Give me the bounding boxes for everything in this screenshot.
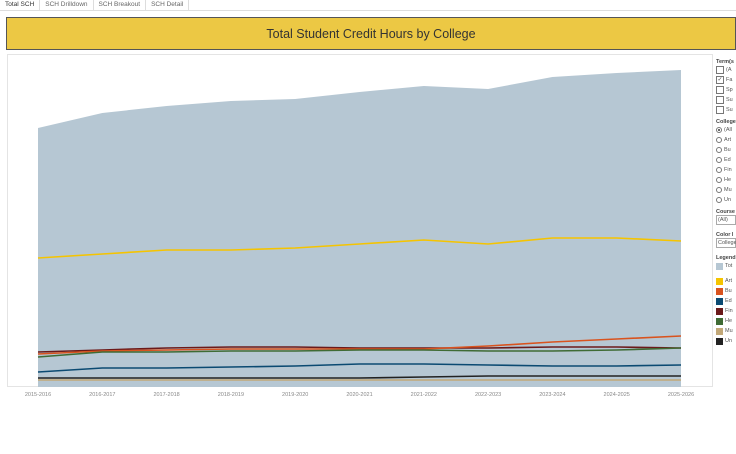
line-series-un[interactable]	[38, 375, 681, 379]
radio-button[interactable]	[716, 187, 722, 193]
checkbox[interactable]	[716, 66, 724, 74]
college-option[interactable]: (All	[716, 125, 736, 135]
legend-item[interactable]: He	[716, 316, 736, 326]
college-option[interactable]: He	[716, 175, 736, 185]
college-option-label: Fin	[724, 167, 732, 173]
checkbox[interactable]	[716, 96, 724, 104]
term-option[interactable]: Su	[716, 95, 736, 105]
checkbox[interactable]	[716, 86, 724, 94]
dashboard-tabs: Total SCH SCH Drilldown SCH Breakout SCH…	[0, 0, 736, 11]
college-option-label: Un	[724, 197, 732, 203]
legend-item-label: Ed	[725, 298, 732, 304]
term-option-label: Su	[726, 97, 733, 103]
legend-item[interactable]: Bu	[716, 286, 736, 296]
college-option-label: (All	[724, 127, 732, 133]
x-tick-label: 2022-2023	[475, 392, 501, 398]
x-tick-label: 2016-2017	[89, 392, 115, 398]
checkbox[interactable]: ✓	[716, 76, 724, 84]
x-tick-label: 2020-2021	[346, 392, 372, 398]
legend-item[interactable]: Tot	[716, 261, 736, 271]
legend-item-label: Fin	[725, 308, 733, 314]
legend-swatch	[716, 327, 723, 335]
line-series-he[interactable]	[37, 347, 682, 358]
legend-item-label: Mu	[725, 328, 733, 334]
x-tick-label: 2021-2022	[411, 392, 437, 398]
page-title: Total Student Credit Hours by College	[6, 17, 736, 50]
legend-swatch	[716, 317, 723, 325]
legend-swatch	[716, 337, 723, 345]
legend-item[interactable]: Art	[716, 276, 736, 286]
radio-button[interactable]	[716, 177, 722, 183]
course-filter-label: Course	[716, 209, 735, 215]
x-tick-label: 2023-2024	[539, 392, 565, 398]
radio-button[interactable]	[716, 127, 722, 133]
color-select[interactable]: College	[716, 238, 736, 248]
college-option-label: Bu	[724, 147, 731, 153]
term-option-label: Fa	[726, 77, 733, 83]
legend-item-label: Art	[725, 278, 733, 284]
line-series-fin[interactable]	[37, 346, 682, 353]
area-series-tot[interactable]	[38, 70, 681, 387]
legend-swatch	[716, 297, 723, 305]
legend-swatch	[716, 287, 723, 295]
tab-total-sch[interactable]: Total SCH	[0, 0, 41, 10]
term-option[interactable]: (A	[716, 65, 736, 75]
chart: 2015-2016 2016-2017 2017-2018 2018-2019 2019…	[25, 70, 694, 398]
college-option[interactable]: Ed	[716, 155, 736, 165]
college-filter-label: College	[716, 119, 736, 125]
filter-panel: Term(s (A ✓ Fa Sp Su Su College (All Art Bu Ed Fi…	[716, 55, 736, 346]
college-option[interactable]: Bu	[716, 145, 736, 155]
x-tick-label: 2017-2018	[153, 392, 179, 398]
legend-item[interactable]: Ed	[716, 296, 736, 306]
term-option-label: (A	[726, 67, 732, 73]
radio-button[interactable]	[716, 157, 722, 163]
line-series-art[interactable]	[37, 237, 682, 259]
tab-sch-breakout[interactable]: SCH Breakout	[94, 0, 147, 10]
legend-item[interactable]: Mu	[716, 326, 736, 336]
college-option[interactable]: Un	[716, 195, 736, 205]
term-option[interactable]: ✓ Fa	[716, 75, 736, 85]
x-tick-label: 2019-2020	[282, 392, 308, 398]
line-series-bu[interactable]	[37, 335, 682, 355]
tab-sch-drilldown[interactable]: SCH Drilldown	[40, 0, 94, 10]
checkbox[interactable]	[716, 106, 724, 114]
legend-item-label: He	[725, 318, 733, 324]
course-select[interactable]: (All)	[716, 215, 736, 225]
legend-item-label: Bu	[725, 288, 732, 294]
legend-swatch	[716, 262, 723, 270]
color-filter-label: Color l	[716, 232, 734, 238]
term-option-label: Sp	[726, 87, 733, 93]
legend-item[interactable]: Un	[716, 336, 736, 346]
term-option[interactable]: Sp	[716, 85, 736, 95]
term-option[interactable]: Su	[716, 105, 736, 115]
college-option[interactable]: Art	[716, 135, 736, 145]
college-option-label: Mu	[724, 187, 732, 193]
term-filter-label: Term(s	[716, 59, 734, 65]
legend-item-label: Tot	[725, 263, 733, 269]
college-option-label: Art	[724, 137, 732, 143]
radio-button[interactable]	[716, 197, 722, 203]
legend-label: Legend	[716, 255, 736, 261]
x-tick-label: 2024-2025	[604, 392, 630, 398]
radio-button[interactable]	[716, 137, 722, 143]
legend-swatch	[716, 307, 723, 315]
college-option[interactable]: Mu	[716, 185, 736, 195]
college-option[interactable]: Fin	[716, 165, 736, 175]
x-tick-label: 2018-2019	[218, 392, 244, 398]
legend-item-label: Un	[725, 338, 733, 344]
line-series-ed[interactable]	[37, 363, 682, 373]
college-option-label: Ed	[724, 157, 731, 163]
legend-swatch	[716, 277, 723, 285]
radio-button[interactable]	[716, 167, 722, 173]
tab-sch-detail[interactable]: SCH Detail	[146, 0, 190, 10]
legend-item[interactable]: Fin	[716, 306, 736, 316]
term-option-label: Su	[726, 107, 733, 113]
x-tick-label: 2025-2026	[668, 392, 694, 398]
x-tick-label: 2015-2016	[25, 392, 51, 398]
radio-button[interactable]	[716, 147, 722, 153]
college-option-label: He	[724, 177, 732, 183]
